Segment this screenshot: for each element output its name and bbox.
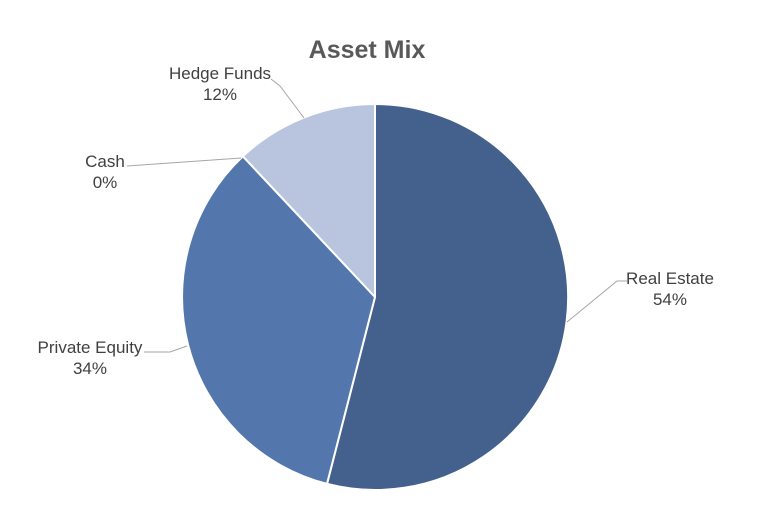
pie-slice-real-estate [326, 103, 570, 491]
slice-label-real-estate: Real Estate 54% [626, 268, 714, 310]
slice-label-private-equity: Private Equity 34% [38, 337, 143, 379]
leader-line-private-equity [144, 345, 188, 353]
chart-title: Asset Mix [308, 36, 426, 64]
slice-label-hedge-funds: Hedge Funds 12% [169, 63, 271, 105]
slice-category-label: Hedge Funds [168, 64, 272, 83]
leader-line-cash [126, 157, 242, 167]
slice-value-label: 54% [652, 290, 688, 309]
slice-value-label: 0% [92, 173, 118, 192]
pie-slice-private-equity [181, 155, 376, 485]
slice-value-label: 34% [72, 359, 108, 378]
slice-category-label: Cash [85, 152, 125, 171]
slice-category-label: Private Equity [37, 338, 143, 357]
leader-line-real-estate [566, 280, 627, 323]
slice-value-label: 12% [202, 85, 238, 104]
slice-category-label: Real Estate [626, 269, 714, 288]
slice-label-cash: Cash 0% [85, 151, 125, 193]
leader-line-hedge-funds [270, 78, 305, 119]
